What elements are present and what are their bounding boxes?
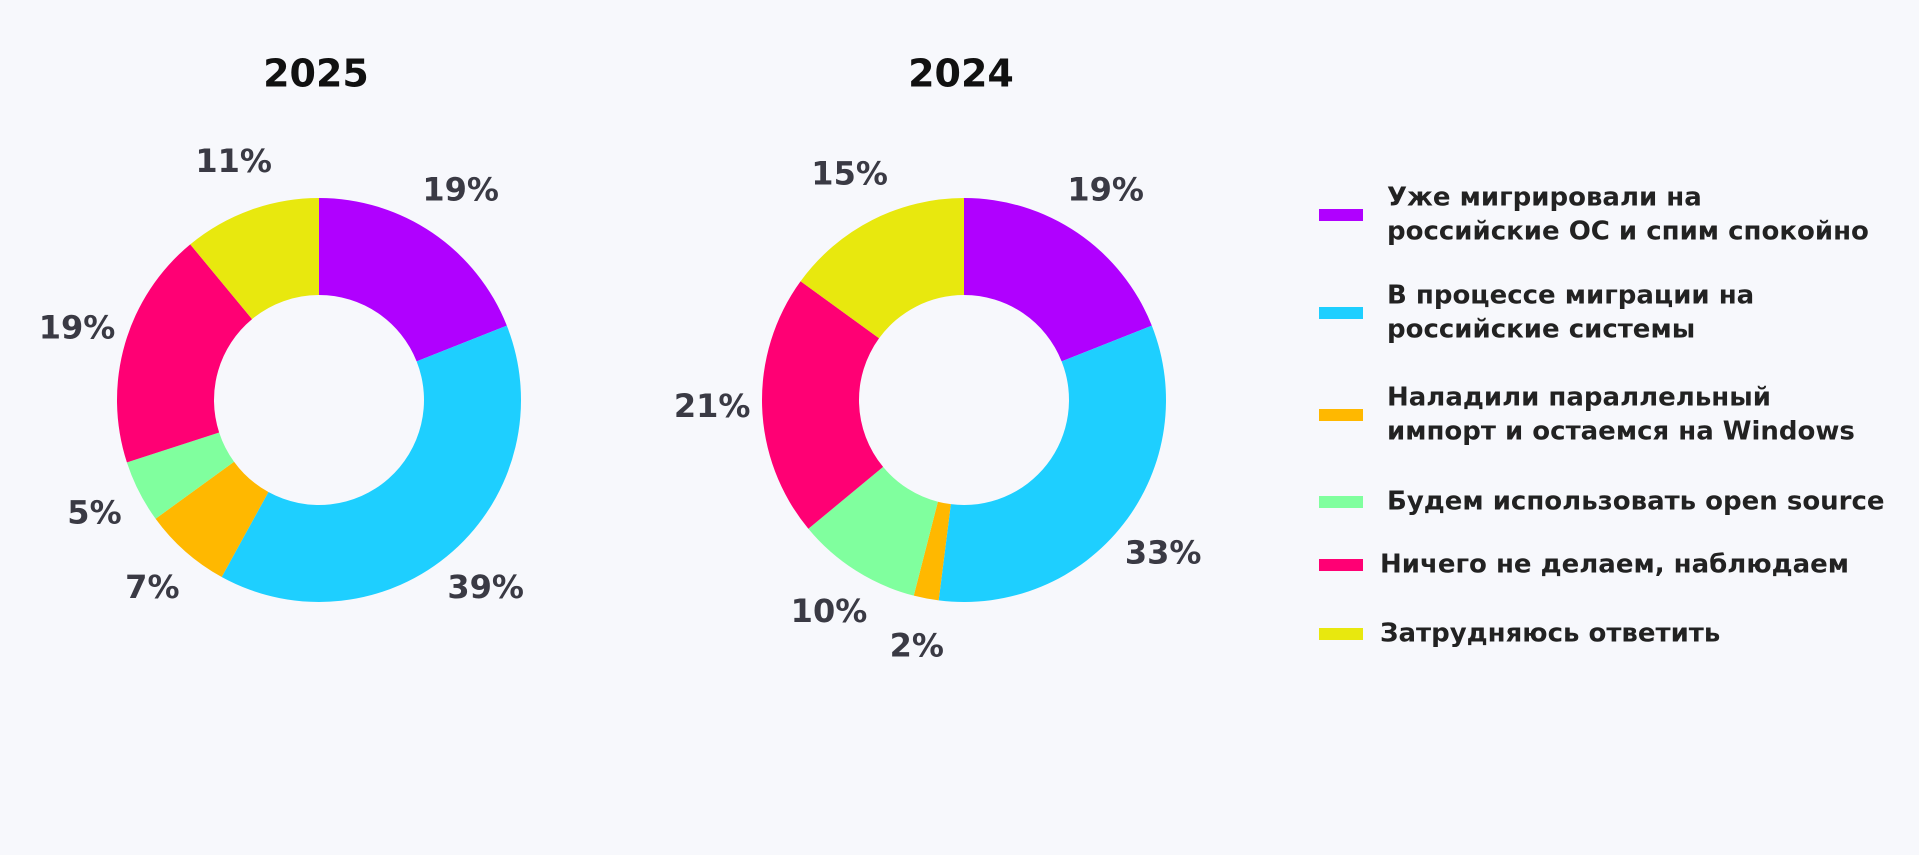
legend-swatch <box>1319 409 1363 421</box>
value-label: 10% <box>791 592 868 630</box>
donut-slice <box>938 325 1166 602</box>
legend-swatch <box>1319 307 1363 319</box>
donut-slice <box>190 198 319 320</box>
legend-swatch <box>1319 559 1363 571</box>
legend-label: В процессе миграции на <box>1387 281 1754 311</box>
legend-label: Уже мигрировали на <box>1387 183 1702 213</box>
donut-slice <box>808 466 938 596</box>
legend-swatch <box>1319 496 1363 508</box>
legend-label: российские ОС и спим спокойно <box>1387 217 1869 247</box>
donut-slice <box>319 198 507 362</box>
donut-slice <box>221 325 521 602</box>
value-label: 19% <box>1067 171 1144 209</box>
value-label: 11% <box>195 142 272 180</box>
legend-label: Затрудняюсь ответить <box>1380 619 1720 649</box>
donut-slice <box>913 501 951 601</box>
value-label: 39% <box>447 568 524 606</box>
value-label: 2% <box>890 627 944 665</box>
legend-label: российские системы <box>1387 315 1695 345</box>
donut-slice <box>800 198 964 339</box>
legend-swatch <box>1319 628 1363 640</box>
value-label: 15% <box>811 154 888 192</box>
legend-label: импорт и остаемся на Windows <box>1387 417 1855 447</box>
donut-slice <box>126 432 235 519</box>
legend-label: Наладили параллельный <box>1387 383 1771 413</box>
value-label: 7% <box>125 568 179 606</box>
donut-slice <box>964 198 1152 362</box>
donut-slice <box>155 461 269 578</box>
donut-slice <box>117 244 253 463</box>
value-label: 19% <box>39 309 116 347</box>
legend-label: Ничего не делаем, наблюдаем <box>1380 550 1849 580</box>
donut-slice <box>762 281 884 529</box>
value-label: 19% <box>422 171 499 209</box>
value-label: 21% <box>674 387 751 425</box>
legend-swatch <box>1319 209 1363 221</box>
chart-title: 2024 <box>908 52 1014 96</box>
value-label: 5% <box>67 493 121 531</box>
legend-label: Будем использовать open source <box>1387 487 1885 517</box>
value-label: 33% <box>1125 533 1202 571</box>
chart-title: 2025 <box>263 52 369 96</box>
